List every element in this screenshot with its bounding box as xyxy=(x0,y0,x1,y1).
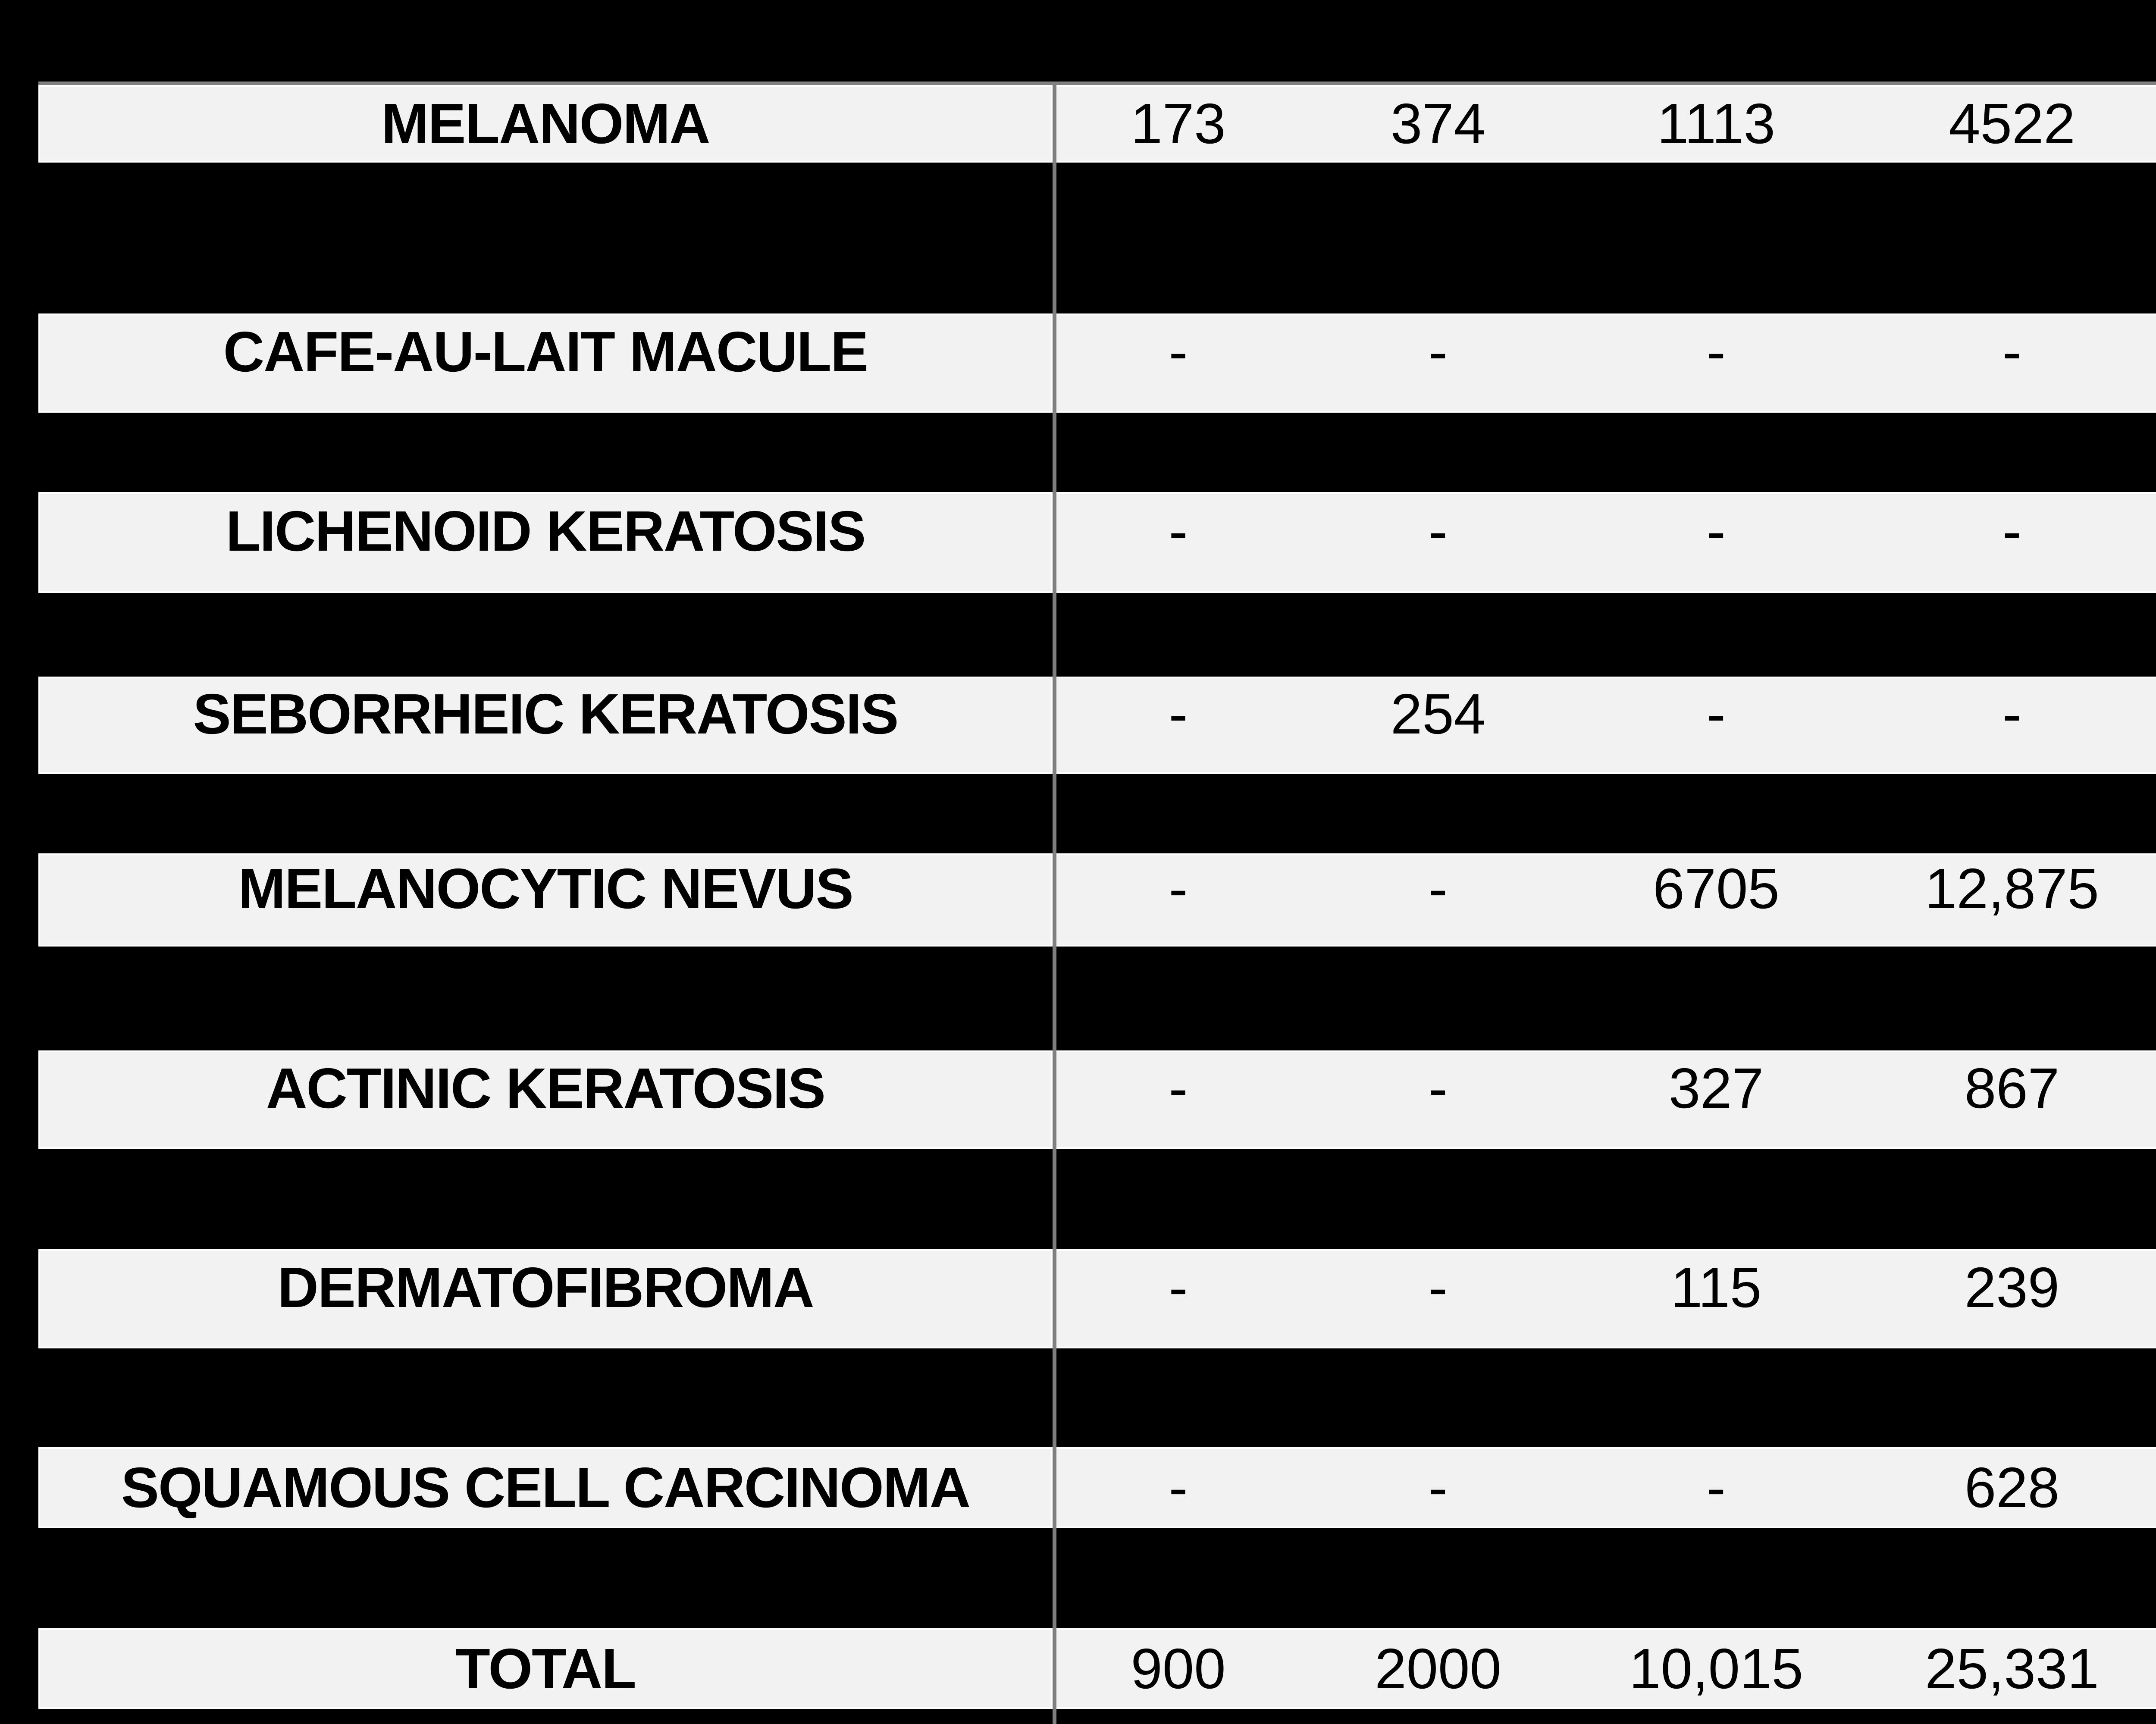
cell-value: - xyxy=(1707,499,1726,563)
cell-value: 900 xyxy=(1131,1636,1226,1700)
row-values: - - 327 867 - xyxy=(1053,1050,2156,1149)
row-label-melanoma: MELANOMA xyxy=(38,85,1053,163)
cell-value: - xyxy=(1169,1056,1188,1120)
cell-value: - xyxy=(1429,857,1448,920)
cell-value: 25,331 xyxy=(1925,1636,2099,1700)
cell-value: 254 xyxy=(1390,682,1486,746)
table-row-total: TOTAL 900 2000 10,015 25,331 33,126 xyxy=(38,1628,2156,1709)
table-top-border-line xyxy=(38,81,2156,85)
row-values: - - - 628 - xyxy=(1053,1447,2156,1528)
cell-value: 374 xyxy=(1390,92,1486,155)
row-label-seborrheic-keratosis: SEBORRHEIC KERATOSIS xyxy=(38,677,1053,774)
cell-value: 4522 xyxy=(1949,92,2075,155)
row-values: - - 6705 12,875 - xyxy=(1053,853,2156,947)
cell-value: - xyxy=(1169,1456,1188,1519)
cell-value: 115 xyxy=(1670,1256,1762,1319)
table-row: MELANOMA 173 374 1113 4522 584 xyxy=(38,85,2156,163)
cell-value: - xyxy=(1707,1456,1726,1519)
table-row: CAFE-AU-LAIT MACULE - - - - 1 xyxy=(38,313,2156,413)
row-label-total: TOTAL xyxy=(38,1628,1053,1709)
cell-value: - xyxy=(1429,1456,1448,1519)
cell-value: 173 xyxy=(1131,92,1226,155)
row-values: - - - - 37 xyxy=(1053,492,2156,593)
cell-value: - xyxy=(1429,499,1448,563)
cell-value: - xyxy=(1429,320,1448,383)
table-row: DERMATOFIBROMA - - 115 239 - xyxy=(38,1249,2156,1348)
row-label-actinic-keratosis: ACTINIC KERATOSIS xyxy=(38,1050,1053,1149)
cell-value: - xyxy=(1707,682,1726,746)
row-values: 173 374 1113 4522 584 xyxy=(1053,85,2156,163)
cell-value: 10,015 xyxy=(1629,1636,1803,1700)
row-label-lichenoid-keratosis: LICHENOID KERATOSIS xyxy=(38,492,1053,593)
cell-value: 628 xyxy=(1964,1456,2060,1519)
cell-value: - xyxy=(2002,682,2021,746)
cell-value: - xyxy=(1169,682,1188,746)
cell-value: 239 xyxy=(1964,1256,2060,1319)
row-values: 900 2000 10,015 25,331 33,126 xyxy=(1053,1628,2156,1709)
cell-value: - xyxy=(1169,320,1188,383)
cell-value: - xyxy=(1429,1056,1448,1120)
row-values: - - 115 239 - xyxy=(1053,1249,2156,1348)
table-row: ACTINIC KERATOSIS - - 327 867 - xyxy=(38,1050,2156,1149)
row-values: - 254 - - 135 xyxy=(1053,677,2156,774)
cell-value: - xyxy=(1169,1256,1188,1319)
row-values: - - - - 1 xyxy=(1053,313,2156,413)
cell-value: - xyxy=(1707,320,1726,383)
table-row: SEBORRHEIC KERATOSIS - 254 - - 135 xyxy=(38,677,2156,774)
cell-value: 327 xyxy=(1668,1056,1764,1120)
cell-value: 1113 xyxy=(1657,92,1776,155)
cell-value: - xyxy=(1169,857,1188,920)
table-row: LICHENOID KERATOSIS - - - - 37 xyxy=(38,492,2156,593)
table-row: MELANOCYTIC NEVUS - - 6705 12,875 - xyxy=(38,853,2156,947)
cell-value: - xyxy=(1169,499,1188,563)
cell-value: - xyxy=(1429,1256,1448,1319)
row-label-cafe-au-lait-macule: CAFE-AU-LAIT MACULE xyxy=(38,313,1053,413)
cell-value: 12,875 xyxy=(1925,857,2099,920)
cell-value: 867 xyxy=(1964,1056,2060,1120)
cell-value: - xyxy=(2002,499,2021,563)
row-label-dermatofibroma: DERMATOFIBROMA xyxy=(38,1249,1053,1348)
row-label-melanocytic-nevus: MELANOCYTIC NEVUS xyxy=(38,853,1053,947)
cell-value: 2000 xyxy=(1375,1636,1501,1700)
cell-value: - xyxy=(2002,320,2021,383)
table-row: SQUAMOUS CELL CARCINOMA - - - 628 - xyxy=(38,1447,2156,1528)
cell-value: 6705 xyxy=(1653,857,1780,920)
column-divider-line xyxy=(1053,81,1056,1724)
row-label-squamous-cell-carcinoma: SQUAMOUS CELL CARCINOMA xyxy=(38,1447,1053,1528)
